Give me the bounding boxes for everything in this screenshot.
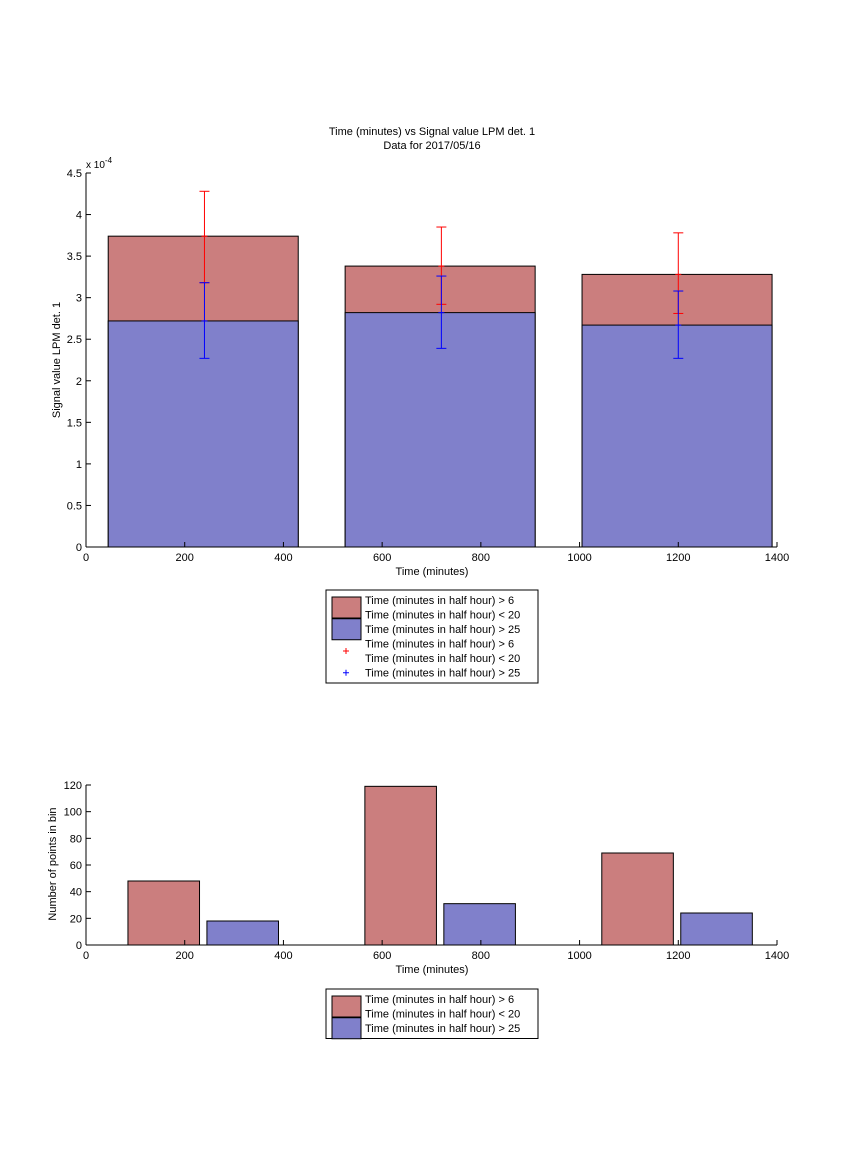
red-count-bar [601,852,674,946]
x-tick-label: 400 [274,950,292,962]
blue-count-bar [443,903,516,946]
y-tick-label: 4.5 [67,168,82,180]
x-tick-label: 200 [176,552,194,564]
x-axis-label: Time (minutes) [396,566,469,578]
chart-subtitle: Data for 2017/05/16 [383,140,480,152]
y-tick-label: 0 [76,542,82,554]
red-patch-swatch [331,596,362,619]
y-tick-label: 1.5 [67,417,82,429]
blue-bar [344,312,536,548]
legend-entry-text: Time (minutes in half hour) < 20 [365,610,520,622]
y-tick-label: 100 [64,807,82,819]
x-tick-label: 1400 [765,552,789,564]
legend-entry-text: Time (minutes in half hour) < 20 [365,653,520,665]
signal-chart: Time (minutes) vs Signal value LPM det. … [51,126,790,684]
x-tick-label: 800 [472,950,490,962]
x-tick-label: 1000 [567,950,591,962]
count-bars [127,785,753,946]
x-tick-label: 1200 [666,552,690,564]
red-count-bar [127,880,201,946]
legend-entry-text: Time (minutes in half hour) > 6 [365,994,514,1006]
y-tick-label: 40 [70,887,82,899]
y-tick-label: 0.5 [67,500,82,512]
blue-bar [581,324,773,548]
x-tick-label: 1400 [765,950,789,962]
x-tick-label: 600 [373,552,391,564]
y-tick-label: 2 [76,376,82,388]
y-exponent-power: -4 [105,156,113,165]
y-axis-label: Signal value LPM det. 1 [51,302,63,418]
y-tick-label: 4 [76,210,82,222]
x-tick-label: 600 [373,950,391,962]
blue-bar [107,320,299,548]
svg-text:x 10-4: x 10-4 [86,156,113,171]
legend-entry-text: Time (minutes in half hour) < 20 [365,1009,520,1021]
blue-patch-swatch [331,1017,362,1040]
y-tick-label: 2.5 [67,334,82,346]
y-tick-label: 1 [76,459,82,471]
signal-errorbars [199,190,684,359]
count-axes: 0 200 400 600 800 1000 1200 1400 0 20 40 60 80 100 120 [64,780,790,962]
signal-bars [107,235,773,548]
legend-entry-text: Time (minutes in half hour) > 25 [365,624,520,636]
x-tick-label: 400 [274,552,292,564]
x-tick-label: 800 [472,552,490,564]
y-tick-label: 20 [70,913,82,925]
y-tick-label: 0 [76,940,82,952]
legend-entry-text: Time (minutes in half hour) > 6 [365,595,514,607]
legend-entry-text: Time (minutes in half hour) > 25 [365,1023,520,1035]
count-chart: 0 200 400 600 800 1000 1200 1400 0 20 40 60 80 100 120… [47,780,790,1040]
x-tick-label: 1000 [567,552,591,564]
signal-axes: 0 200 400 600 800 1000 1200 1400 0 0.5 1 1.5 2 2.5 3 3.… [67,168,790,564]
x-axis-label: Time (minutes) [396,964,469,976]
x-tick-label: 200 [176,950,194,962]
blue-count-bar [680,912,753,946]
x-tick-label: 1200 [666,950,690,962]
chart-title: Time (minutes) vs Signal value LPM det. … [329,126,535,138]
blue-count-bar [206,920,279,946]
legend-entry-text: Time (minutes in half hour) > 6 [365,639,514,651]
blue-patch-swatch [331,618,362,641]
y-tick-label: 120 [64,780,82,792]
y-axis-label: Number of points in bin [47,807,59,920]
x-tick-label: 0 [83,950,89,962]
y-tick-label: 3.5 [67,251,82,263]
y-exponent-base: x 10 [86,160,105,171]
legend-entry-text: Time (minutes in half hour) > 25 [365,668,520,680]
x-tick-label: 0 [83,552,89,564]
count-legend: Time (minutes in half hour) > 6 Time (min… [325,988,539,1040]
red-count-bar [364,785,437,946]
red-patch-swatch [331,995,362,1018]
y-exponent-label: x 10-4 [86,156,113,171]
y-tick-label: 3 [76,293,82,305]
y-tick-label: 80 [70,833,82,845]
signal-legend: Time (minutes in half hour) > 6 Time (min… [325,589,539,684]
y-tick-label: 60 [70,860,82,872]
